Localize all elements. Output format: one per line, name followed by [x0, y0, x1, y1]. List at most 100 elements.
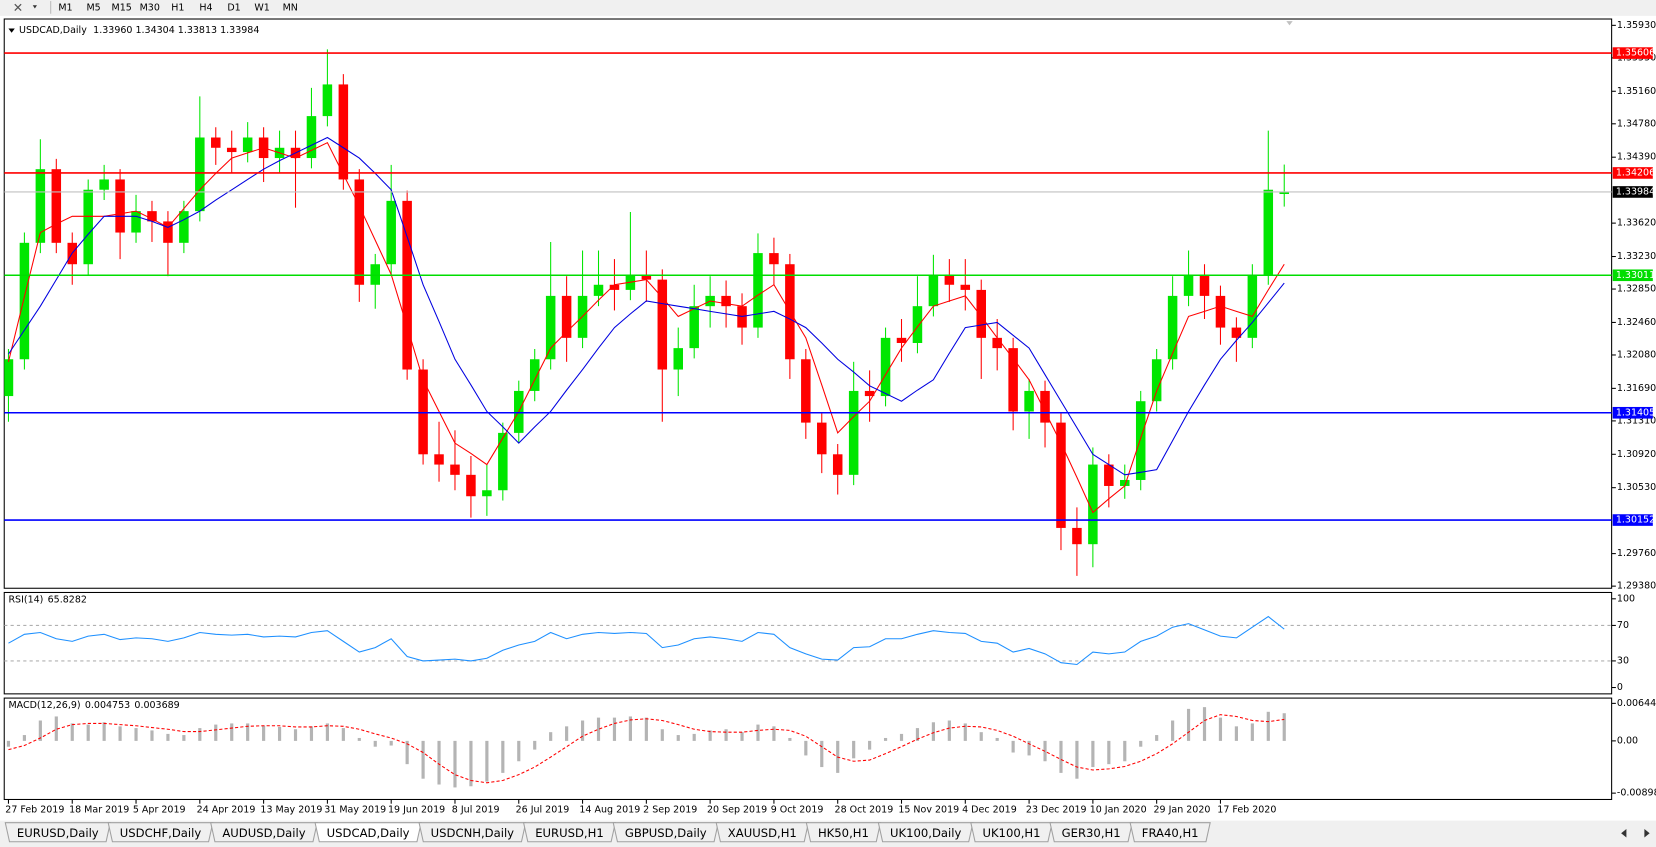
tab-shape[interactable] [805, 822, 882, 843]
y-tick-label: 1.30530 [1617, 482, 1656, 493]
tab-label[interactable]: FRA40,H1 [1142, 826, 1199, 840]
tab-label[interactable]: USDCHF,Daily [120, 826, 202, 840]
tab-label[interactable]: EURUSD,Daily [17, 826, 99, 840]
tab: HK50,H1 [805, 822, 882, 843]
candle-body [817, 422, 827, 455]
x-tick-label: 24 Apr 2019 [197, 805, 256, 816]
candle-body [386, 200, 396, 265]
macd-bar [820, 740, 824, 768]
timeframe-button[interactable]: M5 [86, 2, 100, 13]
x-tick-label: 27 Feb 2019 [5, 805, 64, 816]
tab-shape[interactable] [612, 822, 719, 843]
x-tick-label: 8 Jul 2019 [452, 805, 500, 816]
tab-shape[interactable] [210, 822, 318, 843]
timeframe-button[interactable]: M30 [140, 2, 160, 13]
tab-shape[interactable] [107, 822, 214, 843]
macd-bar [1011, 740, 1015, 753]
candle-body [545, 295, 556, 360]
timeframe-button[interactable]: MN [283, 2, 298, 13]
timeframe-button[interactable]: D1 [227, 2, 240, 13]
y-tick-label: 1.33620 [1617, 218, 1656, 229]
macd-bar [469, 740, 473, 787]
macd-bar [38, 720, 42, 741]
tab-shape[interactable] [877, 822, 974, 843]
chart-menu-arrow[interactable] [8, 28, 15, 33]
candle-body [1104, 464, 1114, 486]
tab-label[interactable]: UK100,Daily [890, 826, 961, 840]
rsi-panel [3, 591, 1613, 695]
candle-body [912, 306, 923, 343]
scroll-left[interactable] [1621, 829, 1627, 838]
tab-label[interactable]: HK50,H1 [818, 826, 869, 840]
candle-body [1056, 422, 1066, 528]
candle-body [944, 274, 955, 285]
ohlc-readout: 1.33960 1.34304 1.33813 1.33984 [93, 25, 259, 36]
macd-bar [676, 735, 680, 741]
macd-bar [995, 737, 999, 741]
timeframe-button[interactable]: H1 [171, 2, 184, 13]
tab-shape[interactable] [314, 822, 422, 843]
scroll-right[interactable] [1644, 829, 1650, 838]
timeframe-button[interactable]: M15 [112, 2, 132, 13]
macd-bar [1202, 707, 1207, 741]
macd-bar [1171, 720, 1175, 741]
candle-body [19, 242, 30, 360]
candle-body [498, 432, 508, 491]
candle-body [848, 390, 859, 475]
tool-icon[interactable] [14, 3, 22, 12]
candle-body [689, 306, 699, 349]
tab-shape[interactable] [1049, 822, 1133, 843]
macd-bar [660, 729, 664, 741]
macd-bar [325, 723, 329, 741]
tool-dropdown[interactable] [32, 5, 37, 9]
tab-shape[interactable] [4, 822, 111, 843]
timeframe-button[interactable]: M1 [58, 2, 72, 13]
tab-label[interactable]: UK100,H1 [982, 826, 1040, 840]
rsi-line [8, 615, 1285, 666]
macd-bar [1155, 735, 1159, 741]
tab-shape[interactable] [1129, 822, 1211, 843]
timeframe-button[interactable]: W1 [254, 2, 269, 13]
indicator-value: 0.004753 [85, 700, 130, 711]
tab-label[interactable]: GER30,H1 [1062, 826, 1121, 840]
tab-label[interactable]: USDCAD,Daily [327, 826, 410, 840]
level-label: 1.30152 [1616, 515, 1655, 526]
macd-bar [1027, 740, 1031, 756]
candle-body [721, 295, 731, 307]
candle-body [1040, 390, 1050, 423]
level-label: 1.35606 [1616, 48, 1655, 59]
candle-body [482, 490, 492, 497]
macd-bar [86, 724, 90, 741]
y-tick-label: 0 [1617, 682, 1623, 693]
candle-body [195, 137, 205, 212]
candle-body [450, 464, 460, 475]
tab-shape[interactable] [715, 822, 810, 843]
tab-shape[interactable] [418, 822, 527, 843]
macd-bar [772, 726, 776, 741]
candle-body [769, 253, 779, 265]
macd-bar [1107, 740, 1111, 765]
macd-bar [373, 740, 377, 747]
candle-body [1231, 327, 1242, 338]
macd-bar [1186, 708, 1191, 741]
tab-label[interactable]: XAUUSD,H1 [728, 826, 797, 840]
macd-bar [214, 724, 218, 741]
macd-bar [1139, 740, 1143, 747]
candle-body [1167, 295, 1178, 360]
timeframe-button[interactable]: H4 [199, 2, 212, 13]
macd-bar [724, 729, 728, 741]
candle-body [1120, 479, 1130, 486]
tab-label[interactable]: AUDUSD,Daily [222, 826, 305, 840]
tab-label[interactable]: USDCNH,Daily [431, 826, 515, 840]
candle-body [593, 284, 604, 296]
tab-label[interactable]: GBPUSD,Daily [625, 826, 707, 840]
tab-shape[interactable] [970, 822, 1053, 843]
tab: UK100,H1 [970, 822, 1053, 843]
candle-body [163, 221, 173, 243]
y-tick-label: 1.31310 [1617, 415, 1656, 426]
tab-shape[interactable] [522, 822, 616, 843]
x-tick-label: 18 Mar 2019 [69, 805, 129, 816]
tab: EURUSD,Daily [4, 822, 111, 843]
candle-body [801, 359, 811, 423]
tab-label[interactable]: EURUSD,H1 [535, 826, 604, 840]
